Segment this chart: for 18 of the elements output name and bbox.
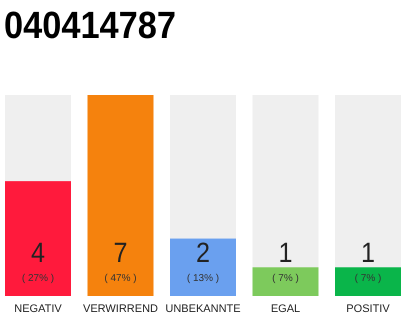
data-label: 7 bbox=[114, 237, 130, 268]
x-tick-label: NEGATIV bbox=[14, 303, 62, 315]
annotation: ( 13% ) bbox=[186, 273, 220, 284]
annotation: ( 7% ) bbox=[354, 273, 382, 284]
chart-title: 040414787 bbox=[4, 5, 194, 47]
x-tick-label: UNBEKANNTE bbox=[165, 303, 241, 315]
x-tick-label: VERWIRREND bbox=[83, 303, 158, 315]
x-tick-label: EGAL bbox=[270, 303, 300, 315]
data-label: 2 bbox=[196, 237, 212, 268]
annotation: ( 47% ) bbox=[104, 273, 137, 284]
bar bbox=[335, 267, 401, 296]
data-label: 4 bbox=[31, 237, 47, 268]
bar bbox=[252, 267, 318, 296]
annotation: ( 7% ) bbox=[272, 273, 299, 284]
data-label: 1 bbox=[361, 237, 377, 268]
x-tick-label: POSITIV bbox=[346, 303, 390, 315]
annotation: ( 27% ) bbox=[22, 273, 54, 284]
data-label: 1 bbox=[278, 237, 294, 268]
